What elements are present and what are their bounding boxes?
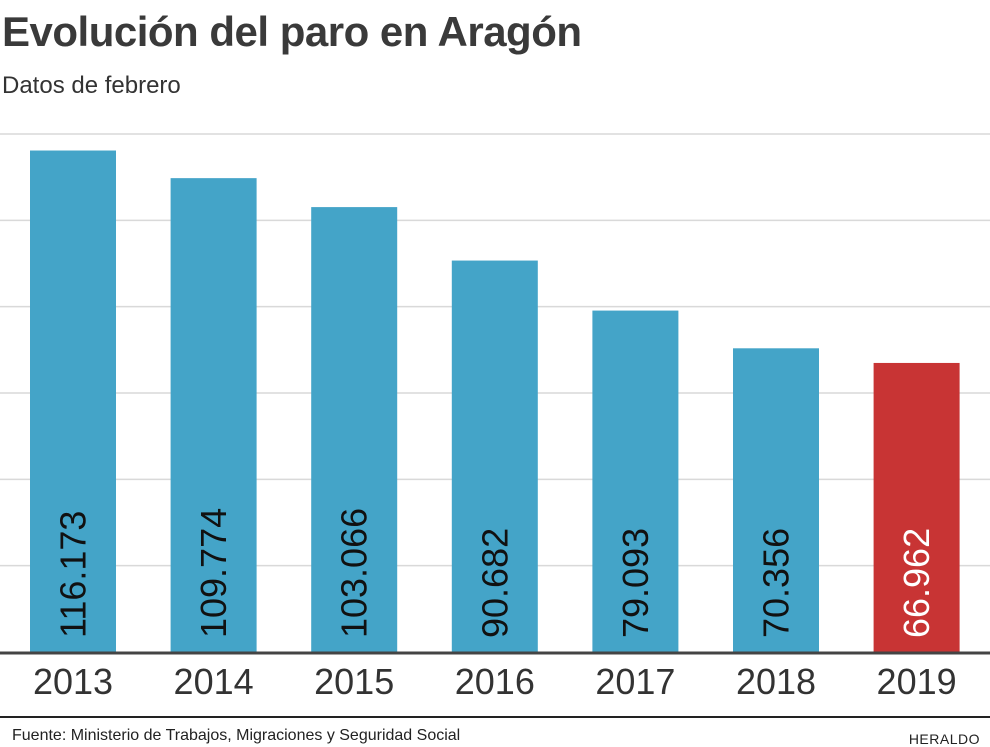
- x-tick-label: 2016: [455, 661, 535, 702]
- x-tick-label: 2015: [314, 661, 394, 702]
- bar: [311, 207, 398, 652]
- brand-logo: HERALDO: [908, 731, 980, 747]
- footer-divider: [0, 716, 990, 718]
- x-tick-label: 2013: [33, 661, 113, 702]
- data-label: 70.356: [756, 528, 797, 638]
- source-note: Fuente: Ministerio de Trabajos, Migracio…: [12, 727, 461, 744]
- bar: [733, 348, 819, 652]
- x-tick-label: 2017: [595, 661, 675, 702]
- chart-title: Evolución del paro en Aragón: [2, 8, 582, 55]
- data-label: 79.093: [615, 528, 656, 638]
- bar: [30, 150, 116, 652]
- bar: [170, 178, 257, 653]
- data-label: 109.774: [193, 508, 234, 638]
- bar: [592, 310, 679, 652]
- chart-subtitle: Datos de febrero: [2, 72, 181, 99]
- bar: [873, 362, 960, 652]
- data-label: 103.066: [334, 508, 375, 638]
- data-label: 66.962: [896, 528, 937, 638]
- bar: [451, 260, 538, 652]
- data-label: 116.173: [53, 511, 94, 638]
- data-label: 90.682: [474, 528, 515, 638]
- x-tick-label: 2018: [736, 661, 816, 702]
- x-tick-label: 2014: [174, 661, 254, 702]
- bar-chart: 116.173 2013 109.774 2014 103.066 2015 90.682 2…: [0, 133, 990, 702]
- x-tick-label: 2019: [877, 661, 957, 702]
